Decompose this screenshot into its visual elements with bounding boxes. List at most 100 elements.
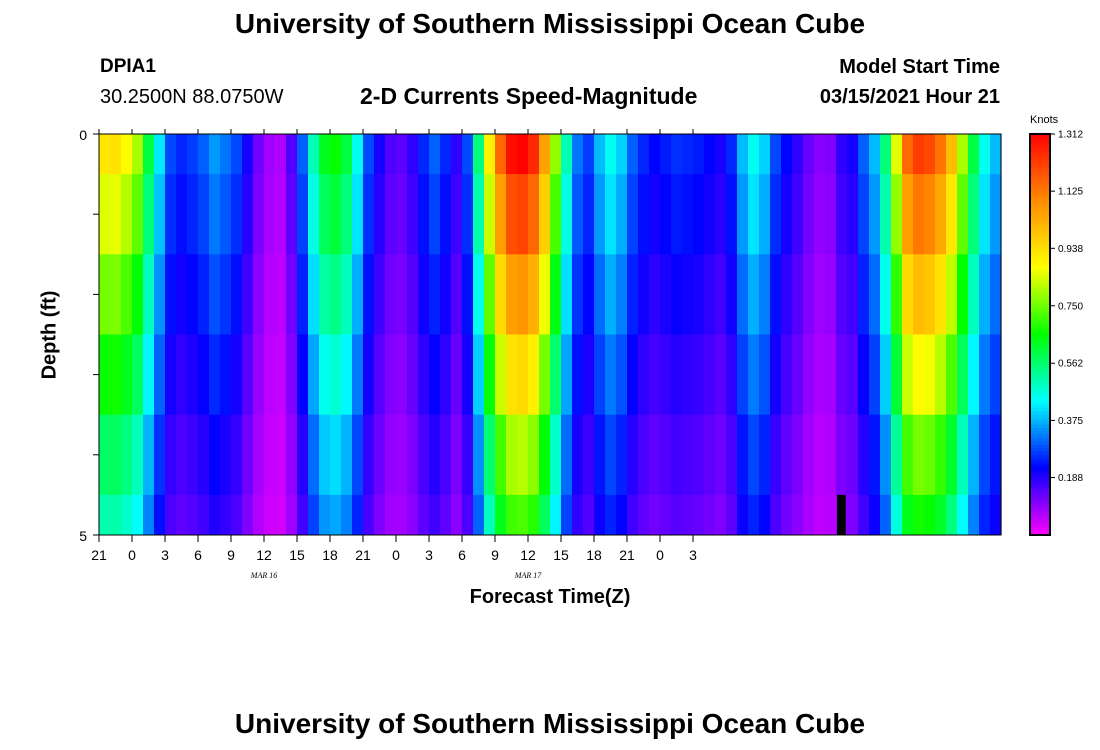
heatmap-cell (264, 494, 276, 536)
heatmap-cell (627, 254, 639, 335)
heatmap-cell (473, 174, 485, 255)
heatmap-cell (462, 414, 474, 496)
heatmap-cell (638, 414, 650, 496)
heatmap-cell (275, 254, 287, 335)
heatmap-cell (396, 174, 408, 255)
heatmap-cell (517, 334, 529, 416)
heatmap-cell (517, 254, 529, 335)
colorbar-segment (1030, 204, 1050, 209)
colorbar-tick-label: 0.750 (1058, 301, 1083, 312)
heatmap-cell (649, 414, 661, 496)
heatmap-cell (638, 254, 650, 335)
heatmap-cell (275, 414, 287, 496)
heatmap-cell (792, 414, 804, 496)
heatmap-cell (704, 174, 716, 255)
heatmap-cell (231, 414, 243, 496)
heatmap-cell (132, 254, 144, 335)
heatmap-cell (968, 254, 980, 335)
heatmap-cell (451, 254, 463, 335)
colorbar-segment (1030, 200, 1050, 205)
heatmap-cell (682, 174, 694, 255)
heatmap-cell (946, 334, 958, 416)
heatmap-cell (792, 134, 804, 175)
heatmap-cell (990, 254, 1002, 335)
heatmap-cell (935, 334, 947, 416)
heatmap-cell (99, 254, 111, 335)
heatmap-cell (308, 254, 320, 335)
heatmap-cell (649, 254, 661, 335)
heatmap-cell (220, 174, 232, 255)
heatmap-cell (363, 254, 375, 335)
heatmap-cell (187, 254, 199, 335)
heatmap-cell (110, 134, 122, 175)
heatmap-cell (825, 134, 837, 175)
heatmap-cell (418, 254, 430, 335)
heatmap-cell (495, 494, 507, 536)
heatmap-cell (187, 134, 199, 175)
heatmap-cell (374, 334, 386, 416)
heatmap-cell (594, 494, 606, 536)
heatmap-cell (891, 254, 903, 335)
colorbar-segment (1030, 498, 1050, 503)
heatmap-cell (924, 134, 936, 175)
heatmap-cell (935, 414, 947, 496)
heatmap-cell (165, 254, 177, 335)
heatmap-cell (506, 174, 518, 255)
heatmap-cell (220, 414, 232, 496)
heatmap-cell (605, 174, 617, 255)
heatmap-cell (275, 134, 287, 175)
heatmap-cell (913, 494, 925, 536)
x-tick-label: 3 (161, 547, 169, 563)
heatmap-cell (726, 134, 738, 175)
colorbar-segment (1030, 438, 1050, 443)
heatmap-cell (319, 254, 331, 335)
heatmap-cell (891, 494, 903, 536)
heatmap-cell (902, 254, 914, 335)
x-tick-label: 0 (392, 547, 400, 563)
colorbar-segment (1030, 481, 1050, 486)
heatmap-cell (473, 414, 485, 496)
heatmap-cell (286, 134, 298, 175)
heatmap-cell (407, 134, 419, 175)
colorbar-segment (1030, 217, 1050, 222)
heatmap-cell (495, 414, 507, 496)
heatmap-cell (187, 174, 199, 255)
heatmap-cell (627, 414, 639, 496)
colorbar-segment (1030, 468, 1050, 473)
heatmap-cell (880, 414, 892, 496)
heatmap-cell (561, 174, 573, 255)
colorbar-segment (1030, 458, 1050, 463)
heatmap-cell (671, 414, 683, 496)
heatmap-cell (693, 414, 705, 496)
heatmap-cell (957, 414, 969, 496)
colorbar-segment (1030, 174, 1050, 179)
heatmap-cell (396, 414, 408, 496)
heatmap-cell (891, 134, 903, 175)
heatmap-cell (154, 134, 166, 175)
colorbar-segment (1030, 190, 1050, 195)
heatmap-cell (550, 414, 562, 496)
heatmap-cell (253, 334, 265, 416)
heatmap-cell (858, 414, 870, 496)
heatmap-cell (165, 134, 177, 175)
heatmap-cell (341, 254, 353, 335)
heatmap-cell (143, 494, 155, 536)
heatmap-cell (242, 414, 254, 496)
heatmap-cell (429, 494, 441, 536)
y-tick-label: 0 (79, 127, 87, 143)
heatmap-cell (407, 334, 419, 416)
heatmap-cell (748, 334, 760, 416)
heatmap-cell (407, 414, 419, 496)
colorbar-segment (1030, 411, 1050, 416)
heatmap-cell (858, 334, 870, 416)
heatmap-cell (924, 334, 936, 416)
heatmap-cell (913, 254, 925, 335)
colorbar-segment (1030, 304, 1050, 309)
heatmap-cell (836, 414, 848, 496)
heatmap-cell (528, 334, 540, 416)
heatmap-cell (759, 254, 771, 335)
heatmap-cell (407, 254, 419, 335)
colorbar-frame (1029, 133, 1051, 536)
colorbar-segment (1030, 167, 1050, 172)
heatmap-cell (99, 174, 111, 255)
